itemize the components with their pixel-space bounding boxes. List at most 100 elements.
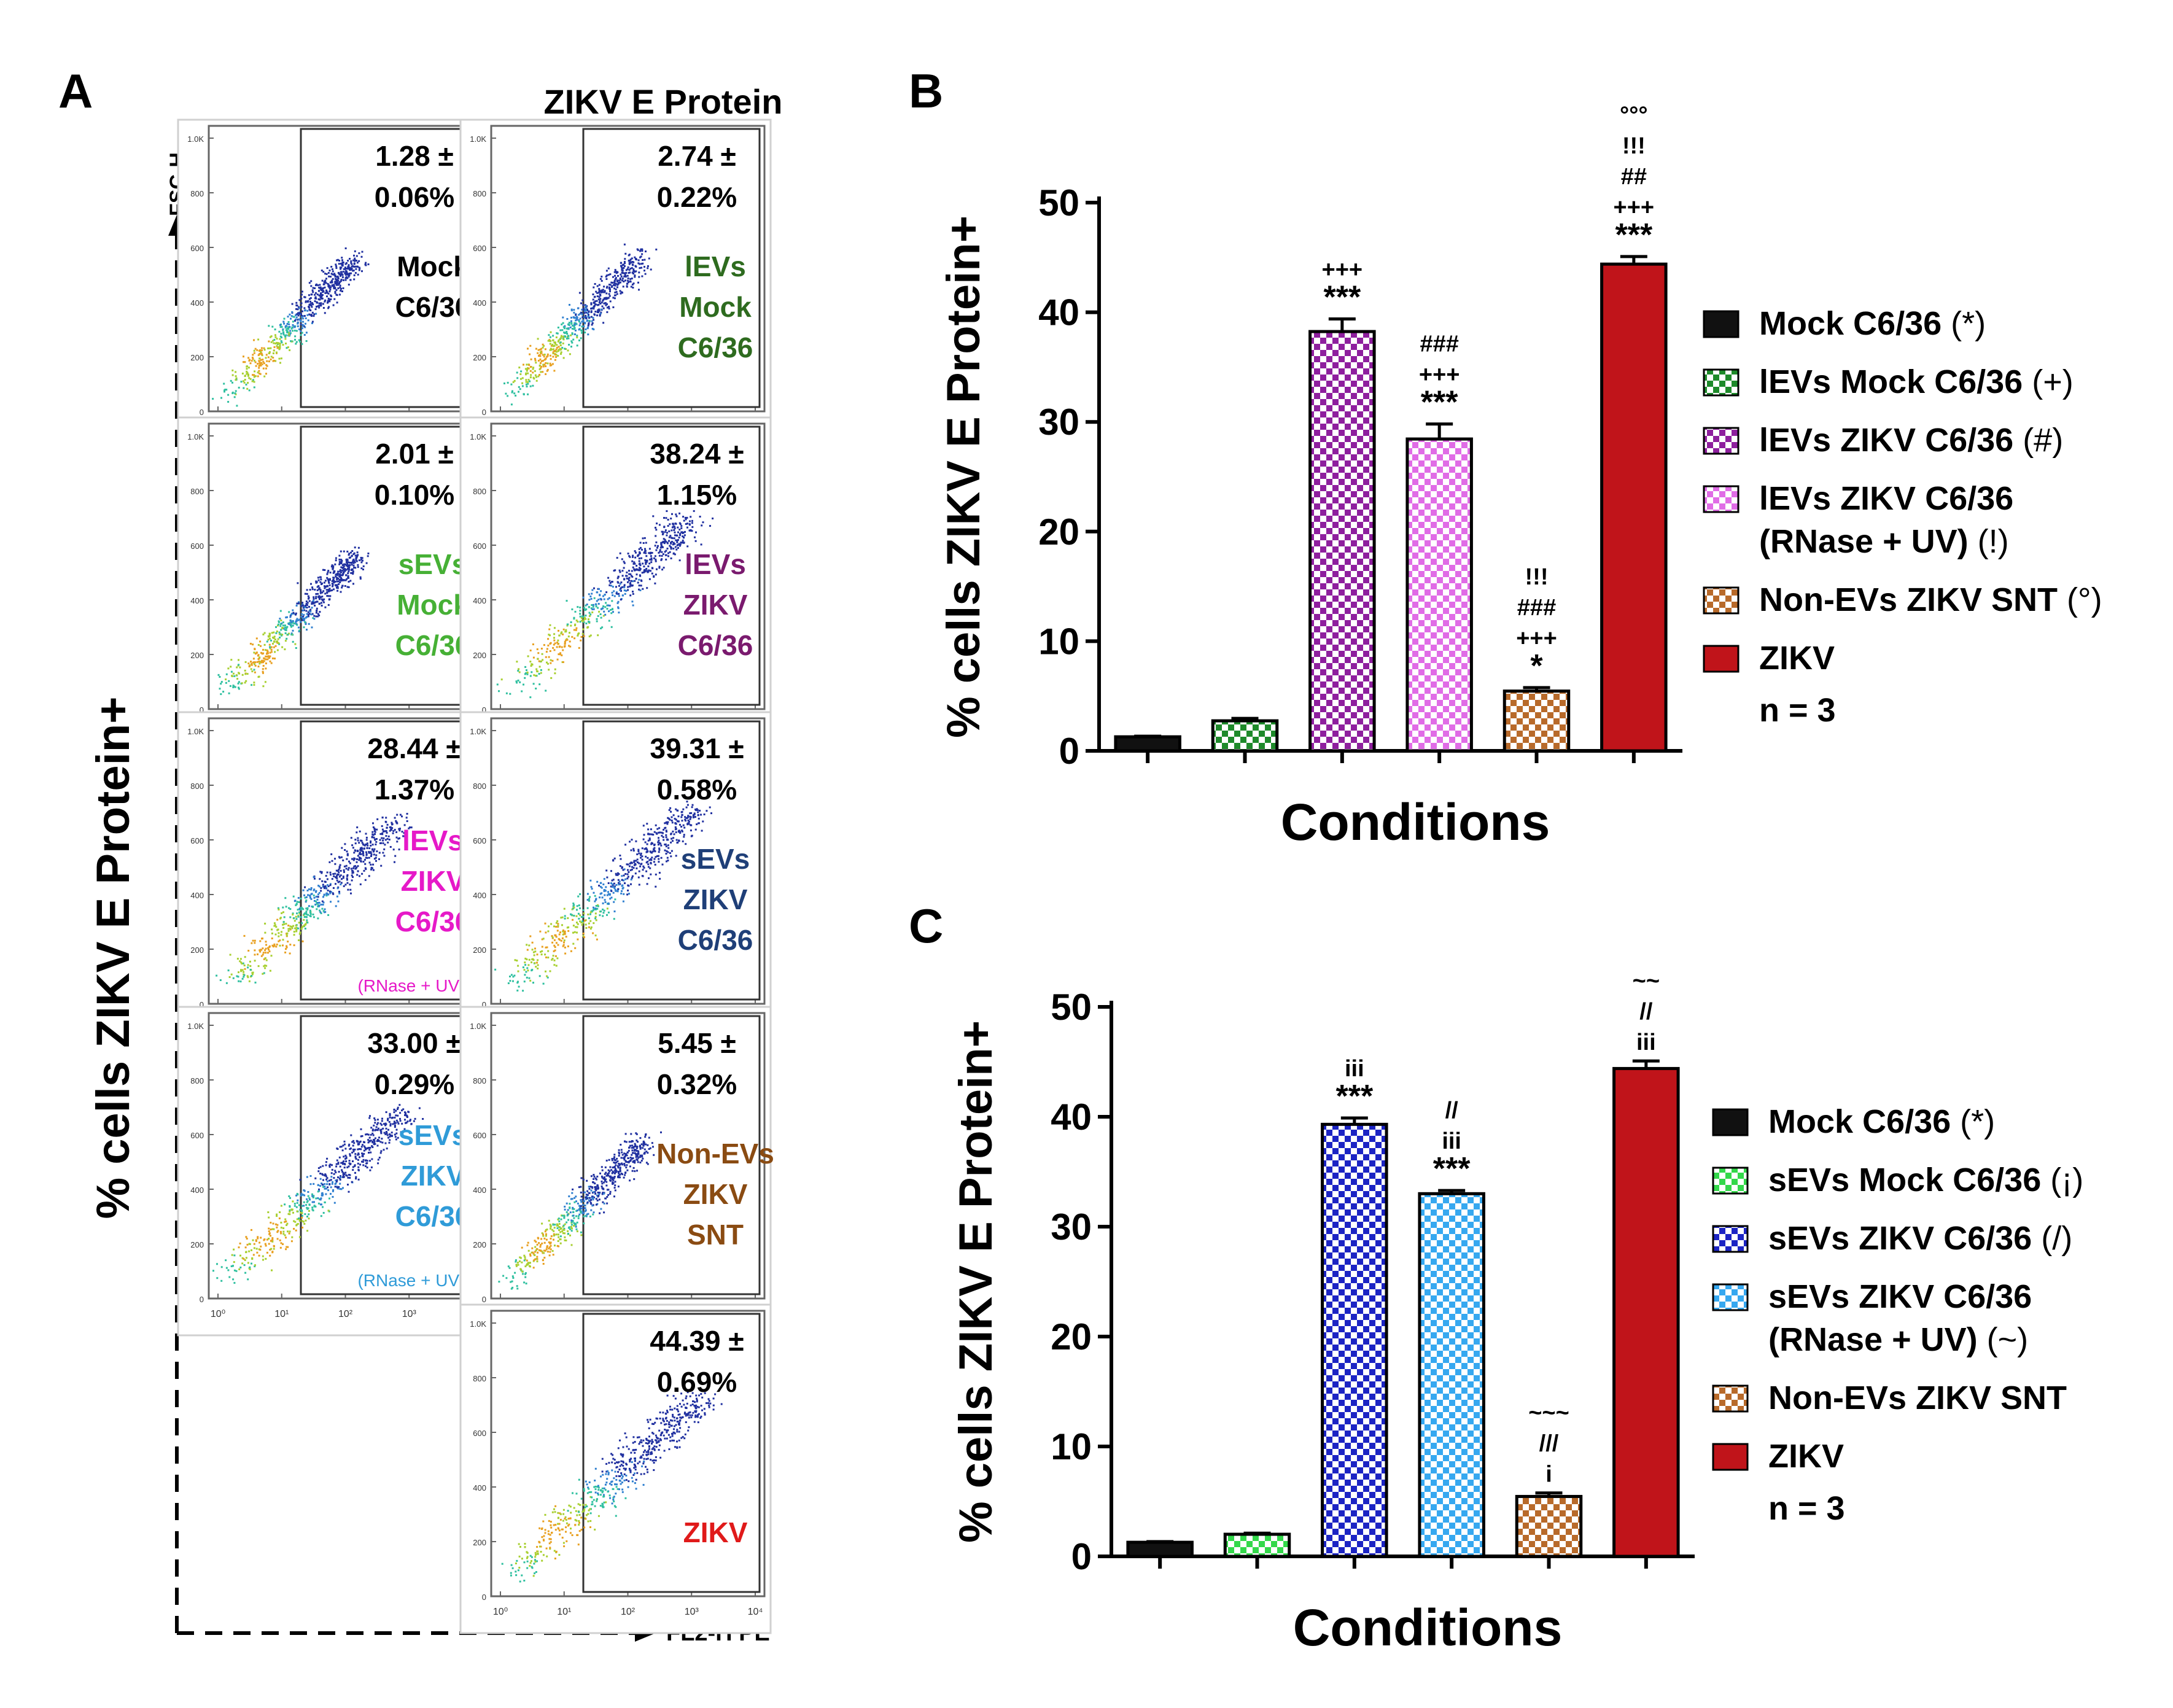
flow-gate (582, 1015, 761, 1295)
flow-xtick-label: 10⁰ (493, 1607, 508, 1617)
flow-ytick-label: 400 (190, 891, 204, 900)
flow-condition-label: C6/36 (395, 291, 471, 323)
legend-symbol: (+) (2032, 363, 2074, 400)
bar-4 (1418, 1192, 1485, 1558)
legend-swatch (1703, 310, 1740, 338)
legend-swatch (1712, 1108, 1749, 1136)
flow-ytick-label: 800 (473, 189, 486, 198)
flow-xtick-label: 10⁴ (748, 1607, 763, 1617)
legend-entry: sEVs ZIKV C6/36 (/) (1768, 1220, 2072, 1257)
flow-percent-value: 5.45 ± (658, 1027, 736, 1059)
bar-2 (1211, 719, 1279, 753)
flow-ytick-label: 800 (473, 782, 486, 791)
flow-percent-value: 1.28 ± (375, 140, 454, 172)
flow-xtick-label: 10¹ (274, 1309, 289, 1319)
panel-a-flow-cytometry: ZIKV E Protein % cells ZIKV E Protein+ F… (87, 82, 782, 1646)
flow-condition-label: ZIKV (683, 1516, 748, 1548)
significance-label: *** (1335, 1079, 1373, 1114)
flow-xtick-label: 10⁰ (211, 1309, 225, 1319)
flow-condition-label: lEVs (685, 250, 746, 282)
flow-plot-area (490, 1310, 766, 1597)
panel-label-b: B (909, 64, 943, 118)
legend-entry: sEVs Mock C6/36 (¡) (1768, 1162, 2083, 1198)
flow-condition-label: ZIKV (683, 883, 748, 915)
flow-ytick-label: 0 (482, 705, 486, 715)
panel-c-bar-chart: % cells ZIKV E Protein+ 0 10 20 30 40 50 Condit… (950, 968, 2083, 1656)
flow-ytick-label: 0 (200, 705, 204, 715)
flow-ytick-label: 200 (190, 353, 204, 362)
flow-ytick-label: 0 (200, 1000, 204, 1009)
flow-percent-value: 33.00 ± (367, 1027, 461, 1059)
legend-swatch (1712, 1166, 1749, 1195)
flow-ytick-label: 200 (190, 1240, 204, 1249)
bar-6 (1600, 262, 1668, 753)
flow-condition-sublabel: (RNase + UV) (357, 976, 465, 995)
flow-xtick-label: 10³ (402, 1309, 417, 1319)
legend-n-label: n = 3 (1759, 692, 1836, 729)
significance-label: *** (1323, 279, 1361, 315)
legend-swatch (1703, 645, 1740, 673)
legend-entry: ZIKV (1759, 640, 1835, 677)
legend-swatch (1712, 1283, 1749, 1311)
legend-entry: Non-EVs ZIKV SNT (1768, 1380, 2067, 1416)
flow-percent-value: 2.01 ± (375, 438, 454, 470)
legend-swatch (1703, 368, 1740, 397)
flow-condition-label: sEVs (681, 843, 750, 875)
legend-swatch (1712, 1225, 1749, 1253)
flow-dot-cloud (217, 546, 370, 696)
y-tick-label: 40 (1051, 1097, 1092, 1138)
legend-symbol: (/) (2041, 1220, 2072, 1257)
flow-ytick-label: 800 (473, 487, 486, 496)
flow-ytick-label: 0 (200, 408, 204, 417)
flow-ytick-label: 1.0K (470, 134, 486, 144)
y-tick-label: 0 (1071, 1536, 1092, 1577)
significance-label: *** (1615, 217, 1652, 253)
panel-b-bar-chart: % cells ZIKV E Protein+ 0 10 20 30 40 50 Condit… (938, 103, 2102, 851)
flow-ytick-label: 600 (473, 836, 486, 845)
flow-dot-cloud (494, 801, 712, 992)
flow-condition-label: lEVs (685, 548, 746, 580)
legend-swatch (1712, 1443, 1749, 1471)
flow-ytick-label: 800 (190, 189, 204, 198)
significance-label: +++ (1322, 257, 1363, 282)
flow-percent-value: 38.24 ± (650, 438, 744, 470)
flow-condition-label: sEVs (398, 548, 468, 580)
flow-ytick-label: 800 (473, 1076, 486, 1085)
flow-ytick-label: 600 (473, 1131, 486, 1140)
panel-a-title: ZIKV E Protein (544, 82, 783, 121)
flow-dot-cloud (212, 1104, 424, 1284)
flow-condition-label: Mock (397, 250, 469, 282)
flow-ytick-label: 800 (473, 1374, 486, 1383)
bar-4 (1405, 437, 1473, 753)
y-axis-label: % cells ZIKV E Protein+ (938, 215, 990, 738)
significance-label: * (1530, 648, 1543, 684)
flow-percent-error: 0.32% (657, 1068, 737, 1100)
flow-ytick-label: 200 (190, 945, 204, 955)
significance-label: *** (1421, 385, 1458, 421)
legend-swatch (1703, 427, 1740, 455)
bar-3 (1308, 330, 1376, 753)
panel-label-a: A (58, 64, 93, 118)
flow-percent-error: 1.15% (657, 479, 737, 511)
y-tick-label: 50 (1038, 182, 1079, 223)
flow-condition-label: Non-EVs (656, 1138, 774, 1170)
flow-ytick-label: 400 (473, 1186, 486, 1195)
y-tick-label: 40 (1038, 292, 1079, 333)
flow-ytick-label: 600 (473, 542, 486, 551)
flow-ytick-label: 400 (473, 596, 486, 605)
flow-ytick-label: 1.0K (470, 432, 486, 441)
y-tick-label: 0 (1059, 731, 1079, 772)
y-tick-label: 30 (1038, 402, 1079, 443)
flow-ytick-label: 0 (482, 1000, 486, 1009)
flow-condition-label: C6/36 (395, 906, 471, 937)
significance-label: +++ (1614, 195, 1655, 220)
flow-ytick-label: 600 (473, 1429, 486, 1438)
flow-condition-label: ZIKV (683, 589, 748, 621)
flow-ytick-label: 0 (200, 1295, 204, 1304)
flow-percent-value: 28.44 ± (367, 732, 461, 764)
significance-label: +++ (1419, 362, 1460, 388)
flow-ytick-label: 400 (190, 1186, 204, 1195)
